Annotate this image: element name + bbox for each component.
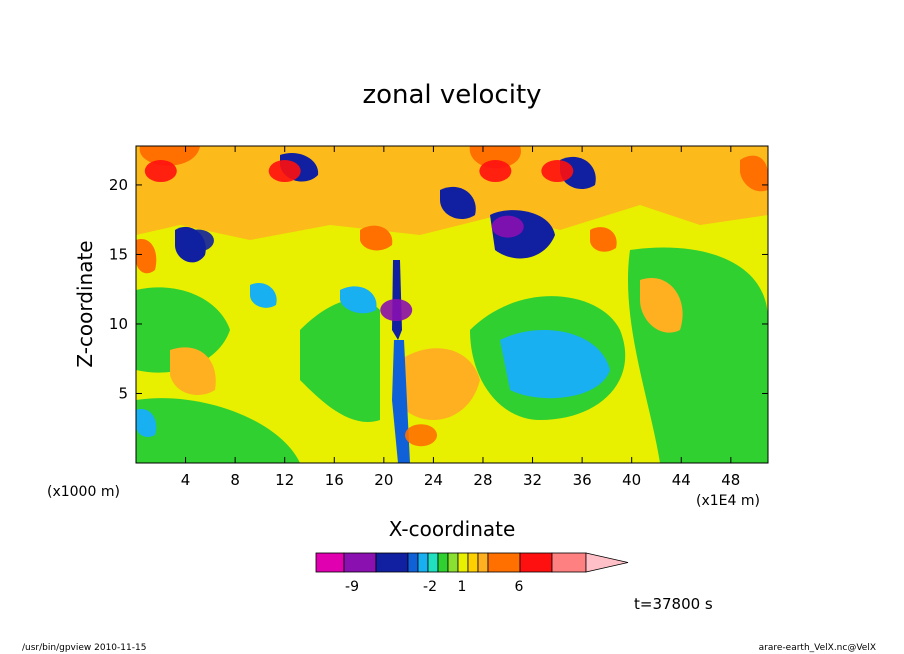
x-tick-label: 40 bbox=[622, 471, 641, 489]
region-cyan bbox=[340, 286, 377, 314]
field-feature bbox=[380, 299, 413, 322]
region-positive bbox=[170, 347, 216, 395]
region-negative bbox=[136, 398, 300, 463]
field-feature bbox=[144, 160, 177, 183]
region-strong-negative bbox=[440, 186, 476, 220]
colorbar-swatch bbox=[407, 552, 419, 573]
x-axis: 4 8 12 16 20 24 28 32 36 40 44 48 bbox=[181, 146, 740, 489]
colorbar-tick-label: -9 bbox=[345, 579, 359, 595]
colorbar-swatch bbox=[519, 552, 553, 573]
region-strong-positive bbox=[360, 225, 393, 251]
x-tick-label: 20 bbox=[374, 471, 393, 489]
footer-left: /usr/bin/gpview 2010-11-15 bbox=[22, 643, 146, 653]
colorbar-swatch bbox=[467, 552, 479, 573]
colorbar-swatch bbox=[551, 552, 587, 573]
colorbar-swatch bbox=[343, 552, 377, 573]
region-cyan bbox=[136, 409, 157, 437]
y-tick-label: 5 bbox=[118, 384, 128, 402]
colorbar bbox=[315, 552, 629, 573]
colorbar-tick-label: -2 bbox=[423, 579, 437, 595]
y-tick-label: 20 bbox=[109, 176, 128, 194]
x-tick-label: 48 bbox=[721, 471, 740, 489]
colorbar-swatch bbox=[457, 552, 469, 573]
time-label: t=37800 s bbox=[634, 595, 713, 613]
footer-right: arare-earth_VelX.nc@VelX bbox=[759, 643, 876, 653]
colorbar-arrow bbox=[585, 552, 629, 573]
colorbar-swatch bbox=[375, 552, 409, 573]
region-negative bbox=[300, 299, 380, 422]
region-strong-positive bbox=[139, 146, 200, 166]
region-strong-positive bbox=[136, 239, 157, 274]
x-tick-label: 28 bbox=[473, 471, 492, 489]
field-feature bbox=[566, 368, 599, 391]
region-strong-positive bbox=[740, 155, 768, 192]
colorbar-tick-label: 1 bbox=[458, 579, 467, 595]
field-feature bbox=[479, 160, 512, 183]
colorbar-labels: -9 -2 1 6 bbox=[345, 579, 524, 595]
x-tick-label: 24 bbox=[424, 471, 443, 489]
field-feature bbox=[268, 160, 301, 183]
y-axis: 5 10 15 20 bbox=[109, 176, 768, 402]
x-tick-label: 32 bbox=[523, 471, 542, 489]
colorbar-swatch bbox=[447, 552, 459, 573]
x-tick-label: 8 bbox=[230, 471, 240, 489]
colorbar-tick-label: 6 bbox=[515, 579, 524, 595]
x-tick-label: 16 bbox=[325, 471, 344, 489]
region-strong-positive bbox=[590, 227, 617, 252]
x-tick-label: 36 bbox=[573, 471, 592, 489]
y-tick-label: 10 bbox=[109, 315, 128, 333]
colorbar-swatch bbox=[477, 552, 489, 573]
y-axis-unit: (x1000 m) bbox=[47, 484, 120, 500]
region-negative bbox=[136, 287, 230, 373]
colorbar-swatch bbox=[315, 552, 345, 573]
vertical-jet bbox=[392, 340, 410, 463]
x-axis-label: X-coordinate bbox=[389, 517, 516, 541]
field-layer bbox=[136, 146, 768, 463]
colorbar-swatch bbox=[437, 552, 449, 573]
region-positive bbox=[640, 278, 683, 333]
colorbar-swatch bbox=[487, 552, 521, 573]
region-cyan bbox=[250, 282, 277, 308]
x-tick-label: 12 bbox=[275, 471, 294, 489]
x-tick-label: 44 bbox=[672, 471, 691, 489]
x-axis-unit: (x1E4 m) bbox=[696, 493, 760, 509]
field-feature bbox=[181, 229, 214, 252]
region-positive bbox=[400, 348, 480, 420]
field-feature bbox=[491, 215, 524, 238]
plot-frame bbox=[135, 145, 769, 464]
x-tick-label: 4 bbox=[181, 471, 191, 489]
y-tick-label: 15 bbox=[109, 245, 128, 263]
colorbar-swatch bbox=[417, 552, 429, 573]
chart-title: zonal velocity bbox=[362, 80, 541, 110]
field-feature bbox=[541, 160, 574, 183]
field-feature bbox=[405, 424, 438, 447]
y-axis-label: Z-coordinate bbox=[73, 240, 97, 367]
colorbar-swatch bbox=[427, 552, 439, 573]
